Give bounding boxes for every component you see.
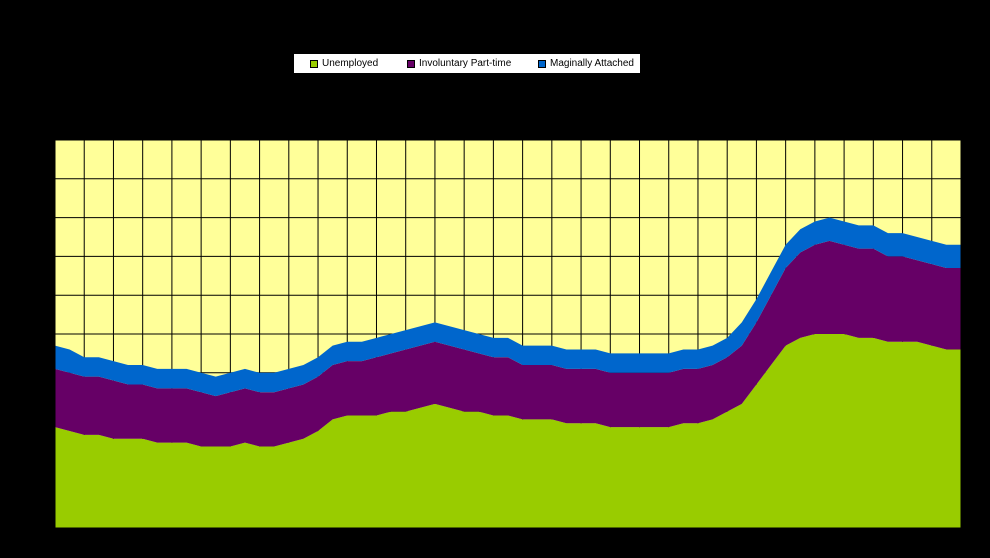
area-marginally-attached <box>55 217 961 397</box>
legend-swatch-unemployed <box>310 59 318 68</box>
area-involuntary-part-time <box>55 240 961 447</box>
chart-legend: Unemployed Involuntary Part-time Maginal… <box>293 53 641 74</box>
legend-item-marginally: Maginally Attached <box>538 58 634 69</box>
legend-label: Unemployed <box>322 58 379 69</box>
series-areas <box>55 217 961 528</box>
legend-label: Involuntary Part-time <box>419 58 512 69</box>
legend-item-involuntary: Involuntary Part-time <box>407 58 511 69</box>
legend-swatch-marginally <box>538 59 546 68</box>
plot-border <box>54 139 962 529</box>
legend-swatch-involuntary <box>407 59 415 68</box>
area-unemployed <box>55 334 961 528</box>
legend-item-unemployed: Unemployed <box>310 58 378 69</box>
legend-label: Maginally Attached <box>550 58 634 69</box>
